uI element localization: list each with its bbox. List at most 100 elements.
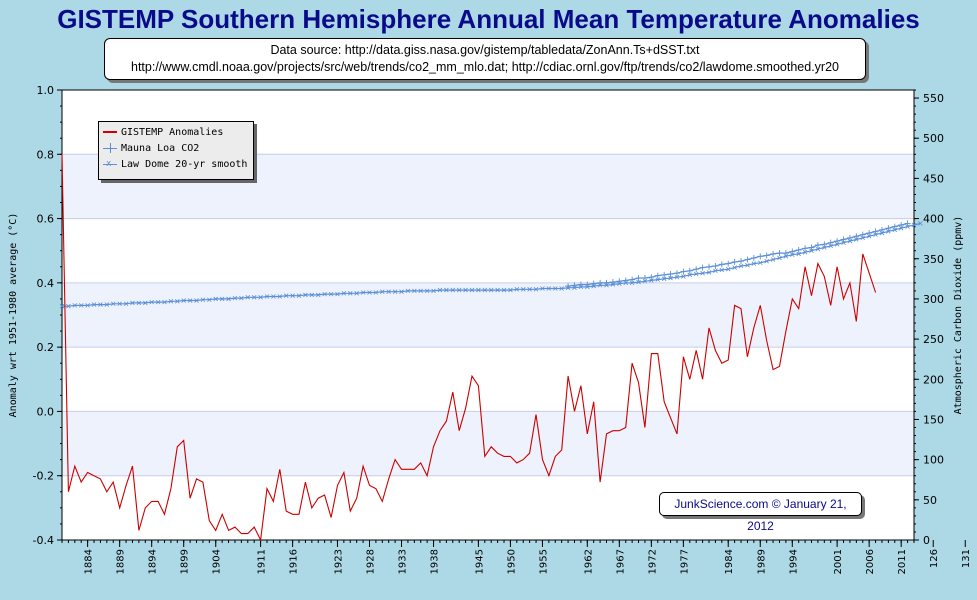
law-dome-point <box>213 296 219 302</box>
law-dome-point <box>495 287 500 293</box>
law-dome-point <box>309 292 315 298</box>
law-dome-point <box>424 288 430 294</box>
law-dome-point <box>175 299 180 304</box>
mauna-loa-point <box>898 222 905 228</box>
legend-label-anomalies: GISTEMP Anomalies <box>121 127 224 138</box>
law-dome-point <box>78 303 84 308</box>
law-dome-point <box>72 303 78 308</box>
law-dome-point <box>264 294 270 299</box>
legend-item-anomalies: GISTEMP Anomalies <box>103 125 223 141</box>
y-tick-label: 0.6 <box>37 213 55 226</box>
x-tick-label: 1967 <box>615 549 626 574</box>
law-dome-point <box>873 232 878 237</box>
y2-tick-label: 250 <box>923 333 944 346</box>
law-dome-point <box>463 287 468 293</box>
law-dome-point <box>399 289 404 294</box>
law-dome-point <box>322 291 327 297</box>
law-dome-point <box>879 230 885 236</box>
law-dome-point <box>373 290 379 295</box>
law-dome-point <box>706 270 712 275</box>
law-dome-point <box>834 242 840 247</box>
mauna-loa-point <box>834 238 841 245</box>
grid-band <box>62 411 914 476</box>
y2-axis-label: Atmospheric Carbon Dioxide (ppmv) <box>953 216 964 415</box>
x-tick-label: 1994 <box>788 549 799 574</box>
mauna-loa-point <box>565 283 572 290</box>
mauna-loa-point <box>603 279 610 286</box>
y-tick-label: 0.0 <box>37 405 55 418</box>
law-dome-point <box>546 286 552 291</box>
mauna-loa-point <box>840 236 847 243</box>
law-dome-point <box>847 238 853 244</box>
mauna-loa-point <box>891 223 898 230</box>
law-dome-point <box>661 276 667 282</box>
law-dome-point <box>802 250 808 255</box>
y2-tick-label: 350 <box>923 253 944 266</box>
x-tick-label: 1923 <box>333 549 344 574</box>
x-tick-label: 1889 <box>116 549 127 574</box>
law-dome-point <box>110 301 116 307</box>
x-tick-label: 2011 <box>897 549 908 574</box>
y2-tick-label: 300 <box>923 293 944 306</box>
law-dome-point <box>290 293 295 298</box>
law-dome-point <box>456 287 462 293</box>
mauna-loa-point <box>571 282 578 289</box>
law-dome-point <box>559 286 564 291</box>
law-dome-point <box>751 261 757 266</box>
mauna-loa-point <box>872 228 879 235</box>
law-dome-point <box>219 296 225 302</box>
mauna-loa-point <box>641 275 648 282</box>
y2-tick-label: 550 <box>923 92 944 105</box>
law-dome-point <box>283 293 289 298</box>
chart-title: GISTEMP Southern Hemisphere Annual Mean … <box>57 4 920 34</box>
legend-item-mauna-loa: Mauna Loa CO2 <box>103 141 199 157</box>
law-dome-point <box>681 274 686 279</box>
law-dome-point <box>649 278 654 283</box>
law-dome-point <box>296 293 302 298</box>
mauna-loa-point <box>750 254 757 261</box>
law-dome-point <box>335 291 340 297</box>
law-dome-point <box>642 278 648 284</box>
law-dome-point <box>552 286 558 291</box>
law-dome-point <box>790 252 795 258</box>
mauna-loa-point <box>757 253 764 260</box>
x-tick-label: 1911 <box>257 549 268 574</box>
law-dome-point <box>277 294 283 299</box>
x-tick-label: 1938 <box>430 549 441 574</box>
law-dome-point <box>655 277 661 282</box>
law-dome-point <box>514 287 520 292</box>
mauna-loa-point <box>802 245 809 252</box>
law-dome-point <box>226 296 231 302</box>
mauna-loa-point <box>699 264 706 271</box>
law-dome-point <box>520 287 526 292</box>
mauna-loa-point <box>731 258 738 265</box>
law-dome-point <box>123 301 129 307</box>
y2-tick-label: 150 <box>923 413 944 426</box>
y2-tick-label: 100 <box>923 454 944 467</box>
law-dome-point <box>898 225 904 231</box>
law-dome-point <box>181 298 186 303</box>
law-dome-point <box>693 271 699 277</box>
law-dome-point <box>136 300 142 306</box>
x-tick-label: 126 <box>929 549 940 568</box>
legend-item-law-dome: x Law Dome 20-yr smooth <box>103 157 247 173</box>
x-tick-label: 1933 <box>398 549 409 574</box>
mauna-loa-point <box>725 260 732 267</box>
mauna-loa-point <box>866 230 873 237</box>
law-dome-point <box>476 287 481 293</box>
law-dome-point <box>777 255 782 261</box>
mauna-loa-point <box>584 281 591 288</box>
x-tick-label: 1955 <box>538 549 549 574</box>
x-tick-label: 1904 <box>212 549 223 574</box>
chart-legend: GISTEMP Anomalies Mauna Loa CO2 x Law Dom… <box>98 121 254 180</box>
mauna-loa-point <box>616 278 623 285</box>
mauna-loa-point <box>609 279 616 286</box>
law-dome-point <box>328 291 334 297</box>
law-dome-point <box>437 287 443 293</box>
law-dome-point <box>418 288 424 294</box>
mauna-loa-point <box>738 258 745 265</box>
law-dome-point <box>130 300 135 306</box>
mauna-loa-point <box>712 262 719 269</box>
law-dome-point <box>911 222 917 228</box>
